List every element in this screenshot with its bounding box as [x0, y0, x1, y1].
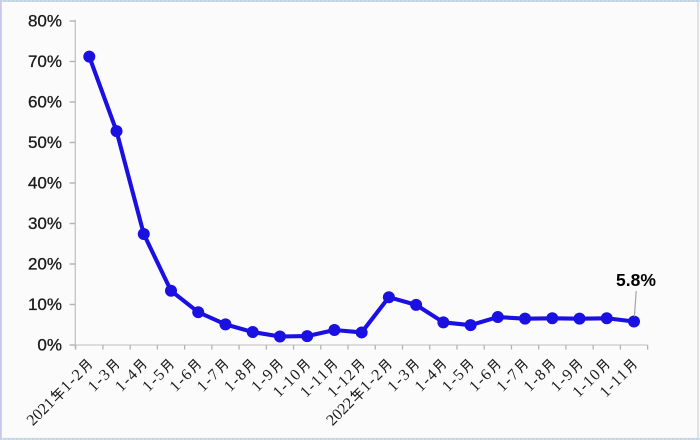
- svg-text:60%: 60%: [28, 93, 62, 112]
- svg-text:80%: 80%: [28, 12, 62, 31]
- svg-text:0%: 0%: [37, 336, 62, 355]
- svg-text:70%: 70%: [28, 52, 62, 71]
- svg-text:30%: 30%: [28, 214, 62, 233]
- svg-text:50%: 50%: [28, 133, 62, 152]
- svg-text:10%: 10%: [28, 295, 62, 314]
- svg-text:40%: 40%: [28, 174, 62, 193]
- svg-text:20%: 20%: [28, 255, 62, 274]
- svg-text:5.8%: 5.8%: [616, 270, 656, 290]
